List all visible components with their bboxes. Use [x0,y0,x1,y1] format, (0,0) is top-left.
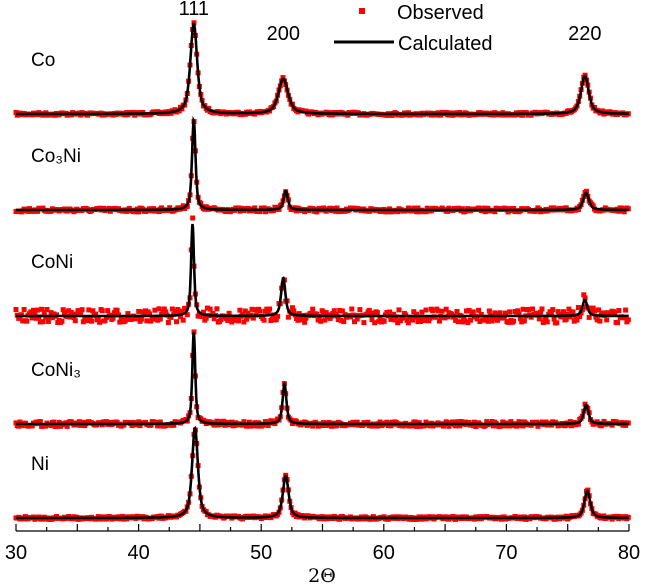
sample-label: Ni [31,454,49,475]
sample-label: Co₃Ni [31,146,81,167]
observed-points [13,329,631,429]
calculated-line [16,331,629,426]
calculated-line [16,115,629,212]
tick-label: 50 [250,542,272,564]
peak-label-200: 200 [267,23,300,45]
observed-points [13,119,631,215]
sample-label: Co [31,50,55,71]
peak-annotations: 111 200 220 [179,0,602,45]
peak-label-111: 111 [179,0,209,20]
legend: Observed Calculated [334,2,493,55]
observed-points [13,427,631,522]
series-layer [13,20,631,522]
sample-label: CoNi [31,252,73,273]
peak-label-220: 220 [568,23,601,45]
sample-label: CoNi₃ [31,360,81,381]
observed-points [13,20,631,118]
legend-observed-marker [359,8,365,14]
tick-label: 60 [373,542,395,564]
tick-label: 70 [495,542,517,564]
series-4 [13,426,631,522]
x-axis-title: 2Θ [308,565,336,585]
sample-labels: Co Co₃Ni CoNi CoNi₃ Ni [31,50,81,475]
calculated-line [16,223,629,318]
observed-points [13,215,631,326]
calculated-line [16,22,629,116]
x-axis [15,524,630,532]
tick-label: 80 [618,542,640,564]
tick-label: 40 [127,542,149,564]
legend-observed-label: Observed [397,2,484,24]
series-0 [13,20,631,118]
series-3 [13,329,631,429]
tick-label: 30 [5,542,27,564]
series-1 [13,115,631,215]
calculated-line [16,426,629,520]
series-2 [13,215,631,326]
legend-calculated-label: Calculated [398,33,493,55]
